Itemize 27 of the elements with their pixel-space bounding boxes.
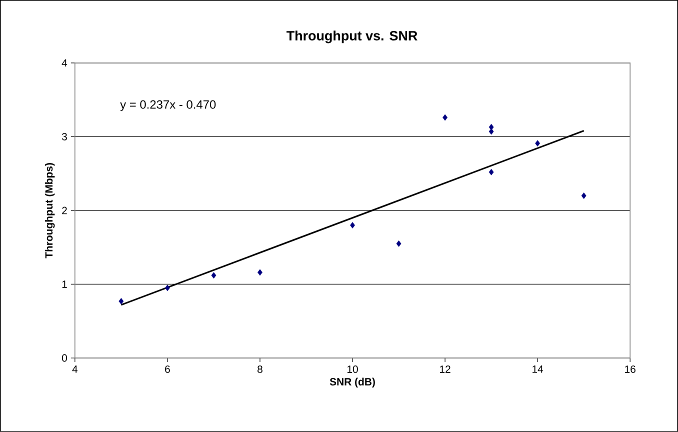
annotation: y = 0.237x - 0.470: [120, 100, 216, 112]
x-tick-label: 8: [258, 366, 262, 373]
chart-title: Throughput vs. SNR: [286, 30, 418, 44]
y-tick-label: 0: [62, 354, 67, 362]
point: [118, 298, 124, 304]
x-tick-label: 6: [165, 366, 170, 373]
x-tick-label: 16: [625, 366, 636, 373]
y-axis-title: Throughput (Mbps): [44, 163, 55, 258]
point: [581, 192, 586, 199]
x-axis-title: SNR (dB): [330, 378, 375, 388]
point: [350, 222, 355, 228]
point: [488, 168, 494, 176]
y-tick-label: 4: [62, 59, 68, 67]
point: [258, 269, 262, 276]
x-tick-label: 14: [532, 366, 544, 373]
point: [211, 272, 216, 279]
point: [488, 128, 494, 135]
y-tick-label: 2: [62, 206, 67, 214]
point: [442, 114, 448, 121]
y-tick-label: 3: [62, 133, 67, 140]
point: [165, 284, 170, 292]
x-tick-label: 4: [72, 366, 78, 373]
point: [396, 240, 402, 247]
x-tick-label: 12: [440, 366, 450, 373]
point: [535, 140, 540, 147]
y-tick-label: 1: [62, 280, 67, 288]
x-tick-label: 10: [347, 366, 358, 373]
